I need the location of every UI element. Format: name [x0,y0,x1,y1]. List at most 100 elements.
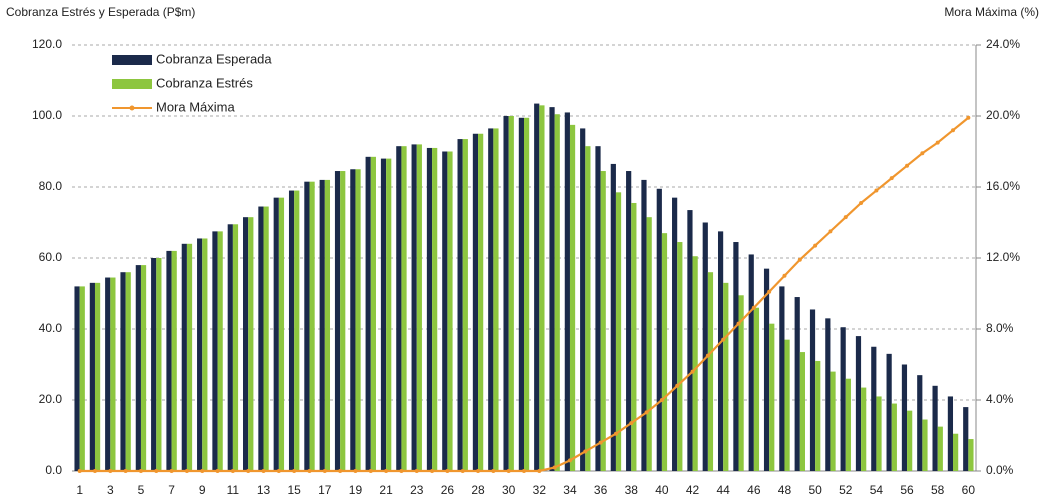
line-marker [797,257,802,262]
line-marker [522,469,526,473]
bar [809,309,816,471]
bar [707,272,714,471]
x-tick-label: 42 [686,483,700,497]
x-tick-label: 3 [107,483,114,497]
bar [763,268,770,471]
bar [845,378,851,471]
line-marker [154,469,159,473]
line-marker [782,273,787,278]
bar [641,179,647,471]
bar [105,277,111,471]
bar [702,222,708,471]
y2-tick-label: 4.0% [986,392,1014,406]
x-tick-label: 11 [227,483,240,497]
x-tick-label: 13 [257,483,271,497]
x-tick-label: 21 [379,483,393,497]
bar [319,179,325,471]
line-marker [736,321,741,326]
bar [294,190,300,472]
y2-tick-label: 8.0% [986,321,1014,335]
bar [232,224,239,471]
bar [401,146,407,472]
line-marker [414,469,419,473]
line-marker [644,410,649,415]
y-tick-label: 80.0 [39,179,63,193]
bar [365,156,371,471]
line-marker [108,469,113,473]
line-marker [384,469,389,473]
bar [784,339,790,471]
line-marker [430,469,435,473]
bar [416,144,422,471]
line-marker [567,458,572,463]
bar [932,385,938,471]
bar [503,116,509,471]
bar [263,206,269,471]
line-marker [859,200,864,205]
bar [288,190,295,472]
line-marker [399,469,404,473]
y-tick-label: 60.0 [39,250,63,264]
bar [156,258,162,471]
line-marker [905,163,910,168]
line-marker [445,469,450,473]
bar [350,169,356,471]
bar [217,231,223,471]
y-tick-label: 0.0 [45,463,62,477]
x-tick-label: 19 [349,483,363,497]
x-tick-label: 60 [962,483,976,497]
bar [901,364,908,471]
bar [626,171,632,471]
line-marker [705,353,710,358]
bar [125,272,131,471]
x-tick-label: 15 [287,483,301,497]
line-marker [659,398,664,402]
x-tick-label: 32 [533,483,547,497]
bar [488,128,494,472]
y2-tick-label: 20.0% [986,108,1020,122]
bar [799,352,805,471]
bar [871,346,877,471]
bar [462,139,468,471]
line-marker [552,465,557,470]
bar [968,439,974,471]
bar [539,105,545,471]
line-marker [92,469,97,473]
bar [243,217,249,471]
x-tick-label: 36 [594,483,608,497]
x-tick-label: 46 [747,483,761,497]
bar [340,171,346,471]
bar [273,197,279,471]
bar [426,147,433,471]
bar [478,133,484,471]
bar [947,396,954,471]
line-marker [598,440,603,445]
legend-label: Mora Máxima [156,99,236,114]
bar [181,243,187,471]
bar [677,242,683,471]
bar [815,360,821,471]
bar [564,112,570,471]
x-tick-label: 28 [471,483,485,497]
bar [830,371,836,471]
bar [907,410,913,471]
line-marker [123,469,128,473]
bar [963,407,969,471]
line-marker [230,469,235,473]
bar [309,181,315,472]
bar [457,139,463,471]
line-marker [184,469,189,473]
bar [278,197,285,471]
bar [411,144,417,471]
line-marker [261,469,266,473]
bar [861,387,867,471]
line-marker [368,469,373,473]
bar [171,250,177,471]
bar [212,231,218,471]
bar [917,375,923,471]
bar [610,163,616,472]
bar [687,210,693,471]
line-marker [200,469,205,473]
bar [534,103,540,471]
y-tick-label: 120.0 [32,37,62,51]
